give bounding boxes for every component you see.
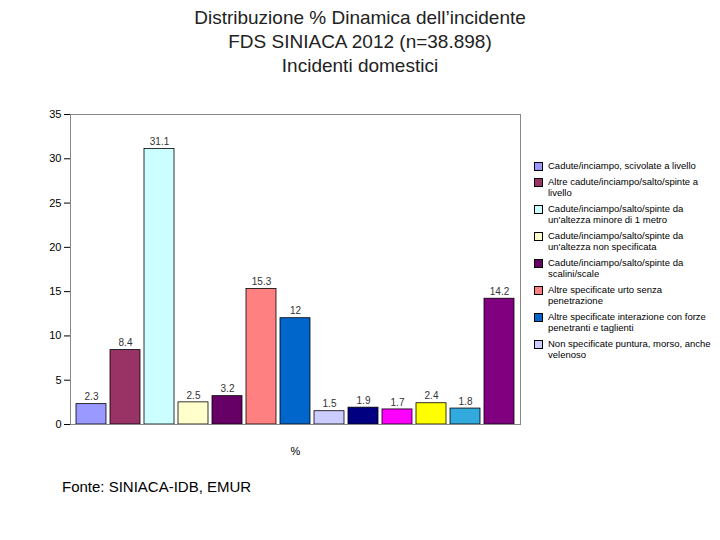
html-text:Fonte: SINIACA-IDB, EMUR: Fonte: SINIACA-IDB, EMUR	[62, 478, 252, 495]
html-text:Cadute/inciampo/salto/spinte d: Cadute/inciampo/salto/spinte da un'altez…	[548, 203, 684, 225]
svg-text:14.2: 14.2	[490, 286, 510, 297]
svg-text:3.2: 3.2	[221, 383, 235, 394]
svg-text:1.7: 1.7	[391, 397, 405, 408]
svg-text:2.3: 2.3	[85, 391, 99, 402]
svg-text:1.8: 1.8	[459, 396, 473, 407]
svg-text:10: 10	[49, 329, 61, 341]
svg-text:20: 20	[49, 241, 61, 253]
svg-text:25: 25	[49, 197, 61, 209]
html-text:Cadute/inciampo/salto/spinte d: Cadute/inciampo/salto/spinte da scalini/…	[548, 257, 684, 279]
svg-text:31.1: 31.1	[150, 136, 170, 147]
svg-text:12: 12	[290, 305, 302, 316]
svg-text:35: 35	[49, 108, 61, 120]
svg-text:0: 0	[55, 418, 61, 430]
svg-text:30: 30	[49, 152, 61, 164]
svg-text:8.4: 8.4	[119, 337, 133, 348]
svg-text:15.3: 15.3	[252, 276, 272, 287]
svg-text:1.5: 1.5	[323, 398, 337, 409]
html-text:Distribuzione % Dinamica dell’: Distribuzione % Dinamica dell’incidente …	[194, 7, 526, 76]
svg-text:1.9: 1.9	[357, 395, 371, 406]
html-text:Altre cadute/inciampo/salto/sp: Altre cadute/inciampo/salto/spinte a liv…	[548, 176, 698, 198]
svg-text:2.5: 2.5	[187, 390, 201, 401]
html-text:Altre specificate interazione: Altre specificate interazione con forze …	[548, 311, 706, 333]
svg-text:2.4: 2.4	[425, 390, 439, 401]
html-text:Cadute/inciampo, scivolate a l: Cadute/inciampo, scivolate a livello	[548, 160, 696, 171]
svg-text:15: 15	[49, 285, 61, 297]
html-text:Altre specificate urto senza p: Altre specificate urto senza penetrazion…	[548, 284, 663, 306]
html-text:Cadute/inciampo/salto/spinte d: Cadute/inciampo/salto/spinte da un'altez…	[548, 230, 684, 252]
svg-text:%: %	[291, 445, 301, 457]
svg-text:5: 5	[55, 374, 61, 386]
html-text:Non specificate puntura, morso: Non specificate puntura, morso, anche ve…	[548, 338, 711, 360]
